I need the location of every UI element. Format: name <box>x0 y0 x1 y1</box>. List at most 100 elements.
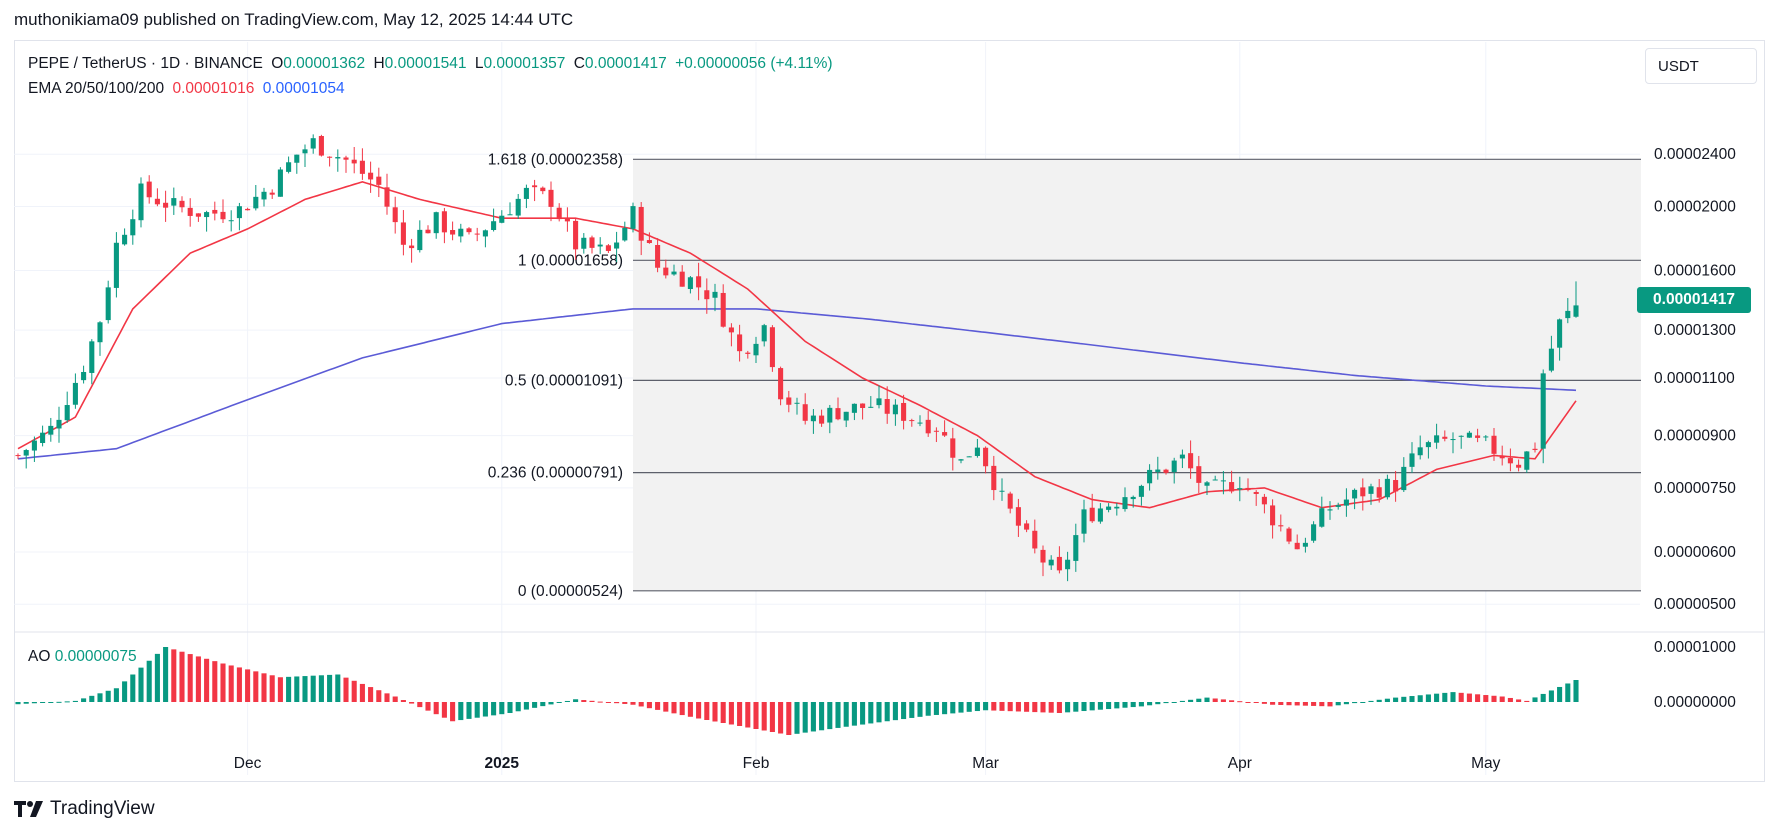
candle-body <box>1327 509 1333 511</box>
time-tick-label: 2025 <box>485 755 520 772</box>
candle-down <box>327 156 333 167</box>
ao-bar <box>368 687 374 702</box>
candle-body <box>1434 435 1440 443</box>
candle-up <box>122 228 128 246</box>
tradingview-logo[interactable]: TradingView <box>14 798 155 820</box>
candle-body <box>1040 549 1046 563</box>
ao-bar <box>696 702 702 719</box>
candle-down <box>351 146 357 174</box>
high-value: 0.00001541 <box>384 55 467 72</box>
ao-bar <box>163 647 169 702</box>
candle-down <box>1015 498 1021 537</box>
candle-up <box>687 276 693 294</box>
candle-down <box>187 198 193 227</box>
candle-down <box>146 175 152 204</box>
candle-down <box>1024 520 1030 533</box>
price-tick-label: 0.00000600 <box>1654 544 1736 561</box>
candle-up <box>827 404 833 434</box>
candle-body <box>679 271 685 287</box>
ao-bar <box>983 702 989 711</box>
candle-down <box>991 455 997 501</box>
candle-body <box>712 291 718 298</box>
candle-down <box>425 225 431 234</box>
candle-body <box>1368 486 1374 494</box>
ao-bar <box>630 702 636 705</box>
candle-down <box>1491 428 1497 461</box>
ao-bar <box>1138 702 1144 707</box>
ao-bar <box>220 663 226 702</box>
ao-bar <box>892 702 898 721</box>
ao-bar <box>245 669 251 702</box>
ao-bar <box>720 702 726 723</box>
symbol-name[interactable]: PEPE / TetherUS · 1D · BINANCE <box>28 55 263 72</box>
candle-body <box>1401 466 1407 491</box>
ao-bar <box>228 665 234 702</box>
ao-bar <box>860 702 866 725</box>
candle-body <box>1319 508 1325 527</box>
candle-body <box>1089 507 1095 522</box>
candle-down <box>1475 428 1481 443</box>
candle-up <box>630 202 636 233</box>
candle-body <box>1335 505 1341 507</box>
candle-body <box>327 156 333 158</box>
candle-body <box>1499 456 1505 459</box>
chart-frame[interactable] <box>14 40 1765 782</box>
candle-body <box>933 430 939 432</box>
candle-body <box>154 198 160 205</box>
candle-up <box>1302 537 1308 553</box>
candle-body <box>491 221 497 230</box>
ao-bar <box>769 702 775 732</box>
ao-bar <box>958 702 964 713</box>
ao-bar <box>605 702 611 703</box>
candle-down <box>1188 440 1194 479</box>
candle-up <box>204 210 210 232</box>
candle-body <box>1409 453 1415 467</box>
fib-level-label: 0.236 (0.00000791) <box>488 465 623 482</box>
currency-button[interactable]: USDT <box>1645 48 1757 84</box>
ao-bar <box>1163 702 1169 704</box>
candle-up <box>1319 496 1325 528</box>
candle-up <box>1548 335 1554 373</box>
candle-body <box>31 440 37 451</box>
ao-bar <box>851 702 857 726</box>
ao-bar <box>1179 700 1185 702</box>
ema-label: EMA 20/50/100/200 <box>28 80 165 97</box>
candle-up <box>236 202 242 231</box>
candle-down <box>474 227 480 242</box>
candle-up <box>72 373 78 409</box>
candle-body <box>1360 487 1366 497</box>
ao-bar <box>1302 702 1308 706</box>
candle-up <box>1237 476 1243 502</box>
ao-bar <box>581 700 587 702</box>
candle-down <box>786 390 792 413</box>
candle-body <box>1491 435 1497 454</box>
candle-down <box>1393 470 1399 502</box>
candle-up <box>851 403 857 421</box>
ao-bar <box>1278 702 1284 705</box>
high-label: H <box>373 55 385 72</box>
time-axis: Dec 2025 Feb Mar Apr May <box>234 755 1501 772</box>
candle-body <box>564 218 570 222</box>
candle-body <box>1442 436 1448 439</box>
candle-up <box>89 339 95 385</box>
candle-up <box>310 134 316 154</box>
ao-label: AO <box>28 648 51 665</box>
candle-down <box>1294 534 1300 550</box>
candle-down <box>704 278 710 314</box>
ao-legend[interactable]: AO 0.00000075 <box>28 648 137 666</box>
candle-down <box>1089 493 1095 523</box>
candle-up <box>1335 502 1341 510</box>
candle-down <box>15 453 21 460</box>
candle-body <box>630 206 636 229</box>
ao-bar <box>310 675 316 702</box>
candle-down <box>532 179 538 202</box>
candle-body <box>1376 487 1382 498</box>
ema-legend[interactable]: EMA 20/50/100/200 0.00001016 0.00001054 <box>28 80 349 98</box>
time-tick-label: Feb <box>743 755 770 772</box>
candle-body <box>179 200 185 208</box>
price-tick-label: 0.00001300 <box>1654 322 1736 339</box>
ao-bar <box>89 695 95 702</box>
last-price-tag: 0.00001417 <box>1637 287 1751 313</box>
ao-bar <box>1565 683 1571 702</box>
